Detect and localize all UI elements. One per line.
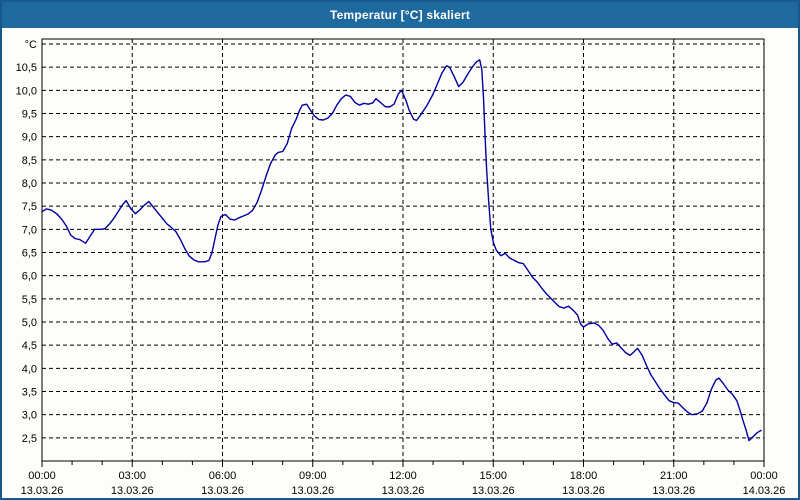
x-axis-date-label: 13.03.26 (382, 485, 425, 497)
y-axis-label: 4,5 (22, 340, 37, 352)
temperature-series-line (41, 59, 762, 442)
y-axis-label: 5,5 (22, 294, 37, 306)
y-axis-label: 9,5 (22, 109, 37, 121)
x-axis-date-label: 13.03.26 (562, 485, 605, 497)
x-axis-date-label: 13.03.26 (652, 485, 695, 497)
x-axis-time-label: 00:00 (750, 470, 778, 482)
y-axis-label: 10,5 (16, 62, 37, 74)
x-axis-time-label: 21:00 (660, 470, 688, 482)
y-axis-label: 3,0 (22, 410, 37, 422)
x-axis-date-label: 13.03.26 (21, 485, 64, 497)
title-bar: Temperatur [°C] skaliert (2, 2, 798, 28)
x-axis-time-label: 09:00 (299, 470, 327, 482)
window-title: Temperatur [°C] skaliert (329, 8, 471, 22)
y-axis-label: 6,0 (22, 271, 37, 283)
x-axis-date-label: 14.03.26 (743, 485, 786, 497)
x-axis-time-label: 15:00 (479, 470, 507, 482)
x-axis-time-label: 00:00 (28, 470, 56, 482)
x-axis-date-label: 13.03.26 (201, 485, 244, 497)
y-axis-label: 2,5 (22, 433, 37, 445)
x-axis-date-label: 13.03.26 (111, 485, 154, 497)
x-axis-time-label: 12:00 (389, 470, 417, 482)
x-axis-date-label: 13.03.26 (472, 485, 515, 497)
y-axis-label: 7,5 (22, 201, 37, 213)
y-axis-label: 8,5 (22, 155, 37, 167)
y-axis-label: 9,0 (22, 132, 37, 144)
y-axis-label: 7,0 (22, 224, 37, 236)
y-axis-label: 8,0 (22, 178, 37, 190)
y-axis-label: 10,0 (16, 85, 37, 97)
y-axis-label: 3,5 (22, 387, 37, 399)
x-axis-date-label: 13.03.26 (291, 485, 334, 497)
x-axis-time-label: 03:00 (118, 470, 146, 482)
y-axis-label: 6,5 (22, 248, 37, 260)
y-axis-label: 5,0 (22, 317, 37, 329)
x-axis-time-label: 18:00 (570, 470, 598, 482)
y-axis-unit-label: °C (25, 39, 37, 51)
x-axis-time-label: 06:00 (209, 470, 237, 482)
y-axis-label: 4,0 (22, 363, 37, 375)
